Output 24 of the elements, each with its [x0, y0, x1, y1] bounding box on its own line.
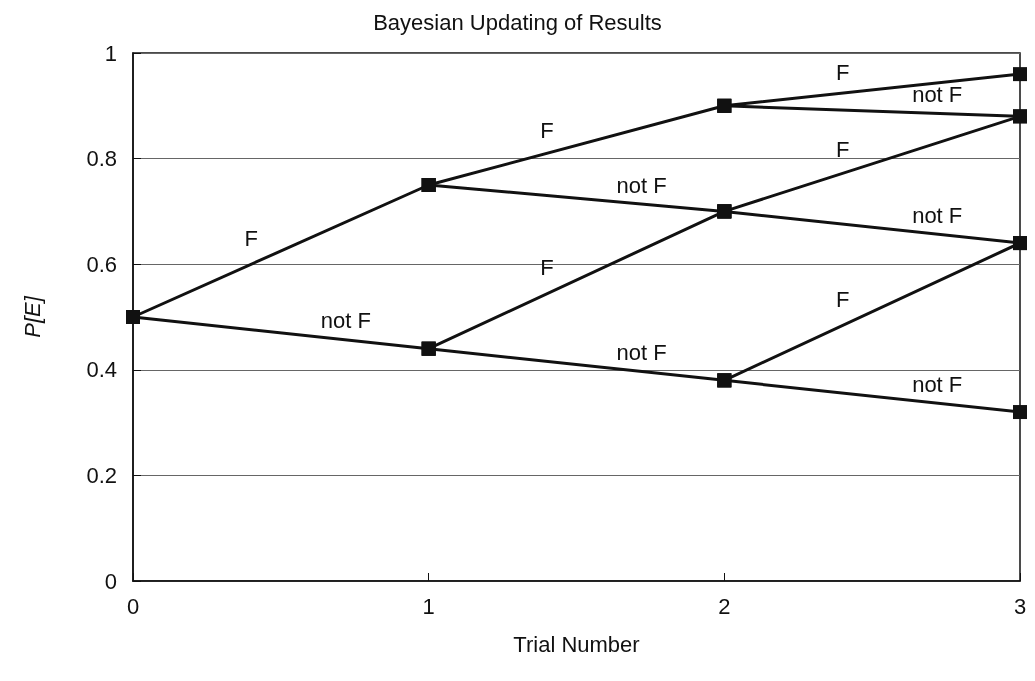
- x-tick-label: 0: [126, 593, 140, 619]
- series-label: not F: [616, 172, 667, 198]
- x-tick-label: 3: [1013, 593, 1027, 619]
- y-tick-label: 0.6: [86, 251, 117, 277]
- x-axis-title: Trial Number: [513, 631, 640, 657]
- y-axis-title: P[E]: [19, 295, 45, 338]
- series-label: not F: [912, 371, 963, 397]
- x-tick-label: 1: [422, 593, 435, 619]
- series-label: not F: [616, 339, 667, 365]
- x-tick-label: 2: [718, 593, 731, 619]
- series-label: not F: [320, 308, 371, 334]
- series-label: F: [835, 137, 850, 163]
- series-label: not F: [912, 202, 963, 228]
- series-label: F: [835, 287, 850, 313]
- y-tick-label: 1: [104, 40, 117, 66]
- series-label: F: [540, 117, 554, 143]
- y-tick-label: 0.2: [86, 462, 117, 488]
- y-tick-label: 0.4: [86, 357, 117, 383]
- y-tick-label: 0: [104, 568, 117, 594]
- series-label: F: [244, 226, 259, 252]
- series-label: F: [835, 60, 850, 86]
- y-tick-label: 0.8: [86, 146, 117, 172]
- chart-title: Bayesian Updating of Results: [373, 9, 662, 35]
- series-label: not F: [912, 81, 963, 107]
